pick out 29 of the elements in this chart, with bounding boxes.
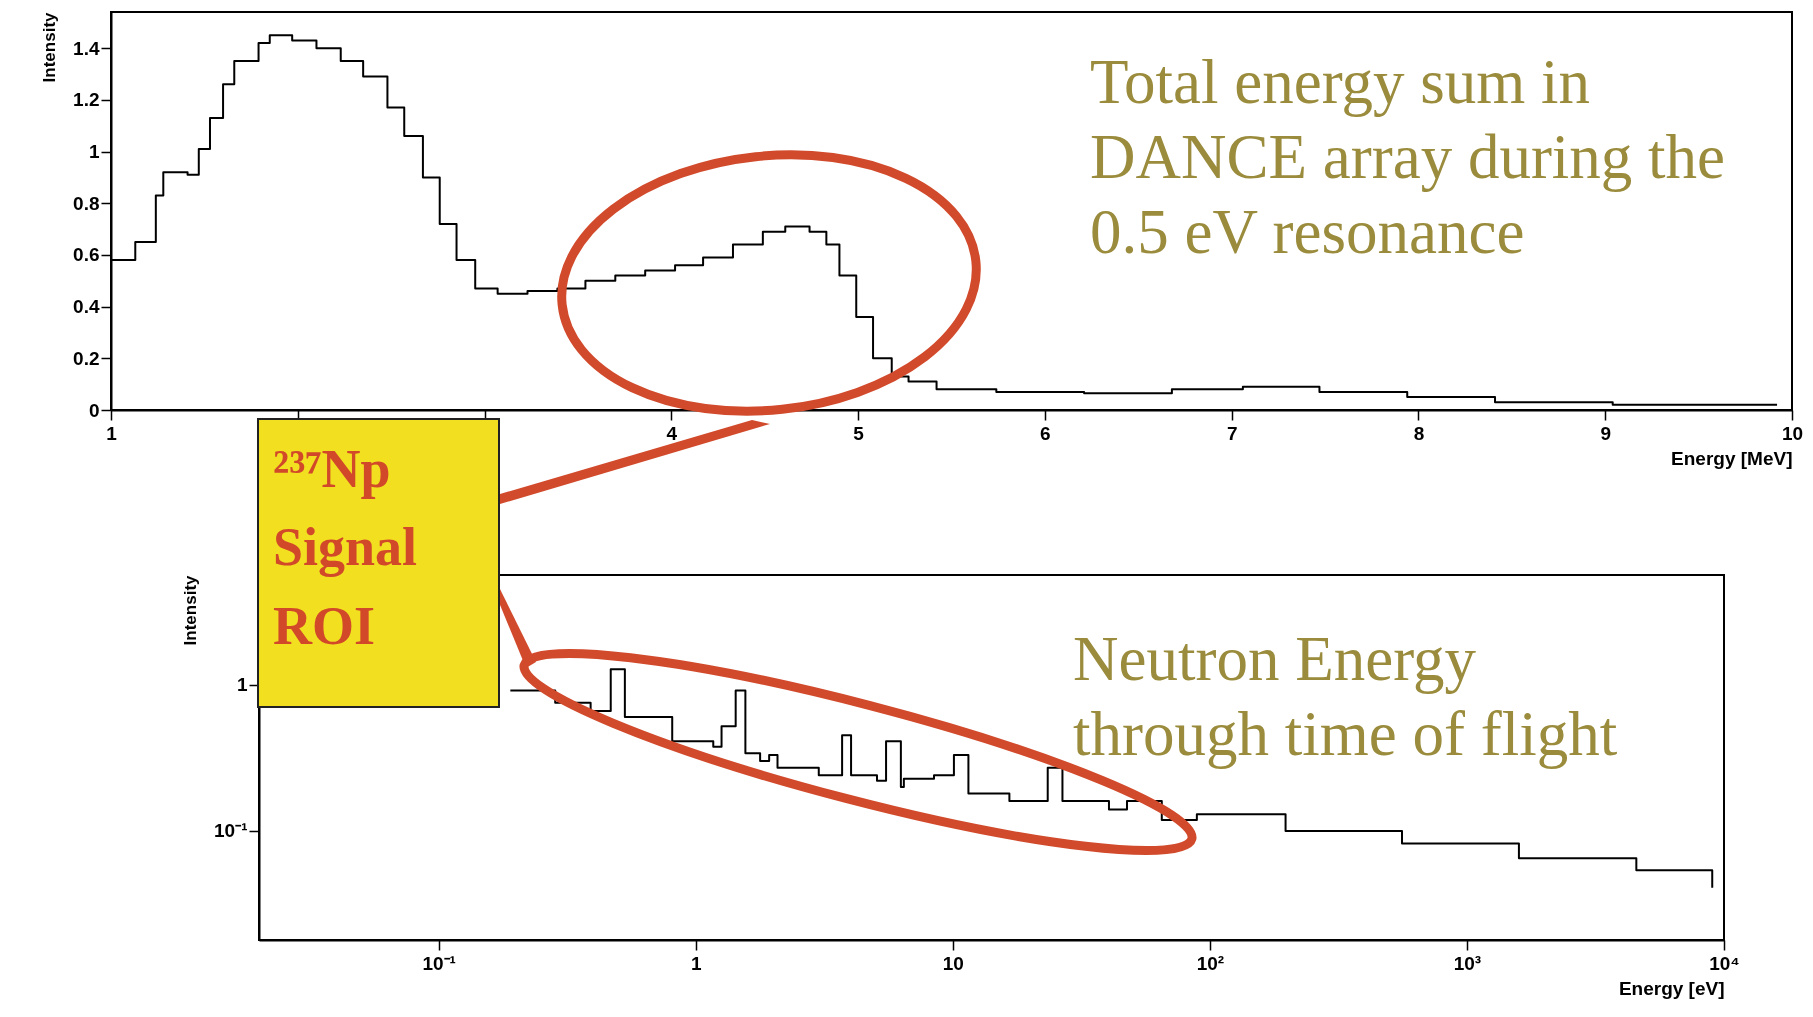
y-axis-title: Intensity	[40, 11, 60, 83]
x-tick-label: 10	[1781, 422, 1804, 444]
y-tick-label: 1.4	[73, 37, 100, 59]
x-tick-label: 7	[1226, 422, 1238, 444]
x-tick-label: 8	[1413, 422, 1425, 444]
y-tick-label: 0.2	[73, 347, 100, 369]
y-tick-label: 1.2	[73, 89, 100, 111]
x-tick-label: 10⁴	[1709, 952, 1740, 974]
y-tick-label: 0.8	[73, 192, 100, 214]
x-axis-title: Energy [MeV]	[1671, 447, 1793, 469]
annotation: Neutron Energy through time of flight	[1073, 623, 1619, 771]
y-axis-title: Intensity	[181, 574, 201, 646]
y-tick-label: 1	[88, 141, 100, 163]
x-tick-label: 5	[853, 422, 865, 444]
x-tick-label: 10³	[1453, 952, 1482, 974]
x-tick-label: 6	[1040, 422, 1051, 444]
x-tick-label: 4	[666, 422, 678, 444]
x-axis-title: Energy [eV]	[1618, 977, 1725, 999]
y-tick-label: 0.4	[73, 296, 100, 318]
x-tick-label: 10⁻¹	[422, 952, 456, 974]
x-tick-label: 9	[1600, 422, 1612, 444]
y-tick-label: 0	[88, 399, 100, 421]
annotation: Total energy sum in DANCE array during the 0.5 eV resonance	[1090, 46, 1727, 269]
y-tick-label: 0.6	[73, 244, 100, 266]
x-tick-label: 10	[942, 952, 964, 974]
x-tick-label: 1	[106, 422, 118, 444]
x-tick-label: 10²	[1196, 952, 1225, 974]
x-tick-label: 1	[690, 952, 702, 974]
annotation: ²³⁷Np Signal ROI	[257, 418, 500, 708]
